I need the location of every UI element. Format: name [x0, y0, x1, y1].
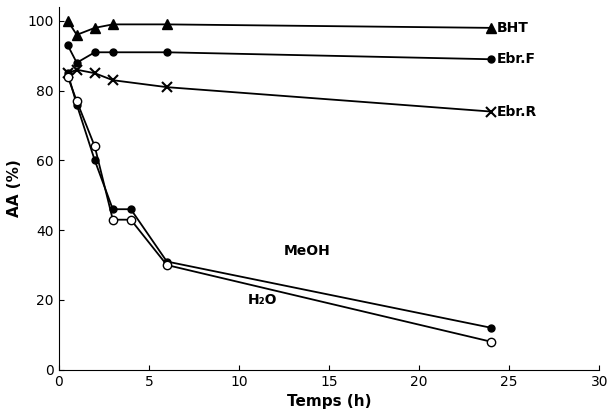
Text: Ebr.F: Ebr.F	[496, 52, 536, 66]
Text: H₂O: H₂O	[248, 293, 277, 307]
Text: BHT: BHT	[496, 21, 528, 35]
Y-axis label: AA (%): AA (%)	[7, 159, 22, 217]
Text: MeOH: MeOH	[284, 244, 331, 258]
X-axis label: Temps (h): Temps (h)	[287, 394, 371, 409]
Text: Ebr.R: Ebr.R	[496, 104, 537, 119]
